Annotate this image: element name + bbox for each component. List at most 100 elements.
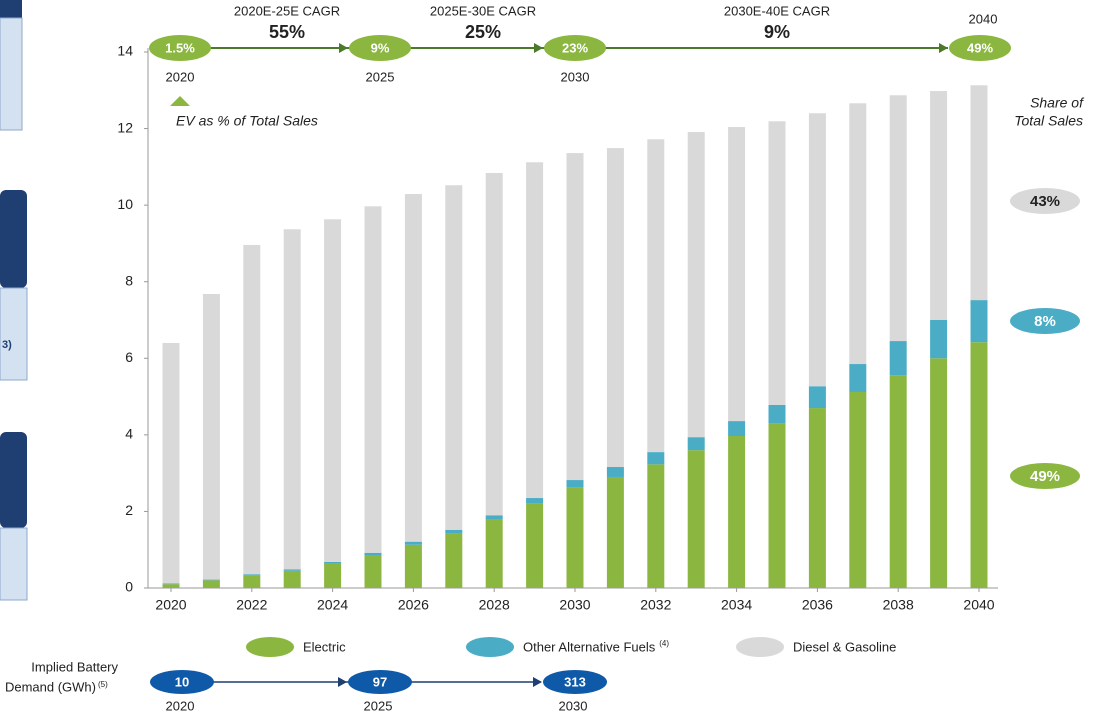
milestone-label: 1.5% — [165, 40, 195, 55]
bar-segment — [970, 85, 988, 301]
cagr-value: 25% — [465, 22, 501, 42]
battery-value: 10 — [175, 674, 189, 689]
bar-segment — [606, 148, 624, 468]
caption-marker — [170, 96, 190, 106]
x-tick-label: 2028 — [479, 597, 510, 613]
bar-segment — [566, 480, 584, 488]
bar-segment — [647, 464, 665, 588]
bar-segment — [647, 139, 665, 453]
y-tick-label: 8 — [125, 272, 133, 288]
bar-segment — [849, 391, 867, 588]
share-label: 43% — [1030, 193, 1060, 210]
share-label: 49% — [1030, 468, 1060, 485]
bar-segment — [243, 244, 261, 575]
bar-segment — [526, 162, 544, 499]
legend-label: Electric — [303, 639, 346, 654]
bar-segment — [889, 375, 907, 588]
timeline-arrow — [939, 43, 948, 53]
battery-pill — [348, 670, 412, 694]
bar-segment — [768, 423, 786, 588]
x-tick-label: 2040 — [963, 597, 994, 613]
bar-segment — [283, 570, 301, 588]
battery-arrow — [533, 677, 542, 687]
bar-segment — [404, 194, 422, 542]
timeline-arrow — [534, 43, 543, 53]
milestone-year: 2025 — [366, 69, 395, 84]
bar-segment — [243, 574, 261, 576]
bar-segment — [849, 103, 867, 365]
legend-swatch — [246, 637, 294, 657]
share-pill — [1010, 463, 1080, 489]
x-tick-label: 2026 — [398, 597, 429, 613]
battery-label: Demand (GWh) — [5, 679, 96, 694]
bar-segment — [283, 229, 301, 570]
x-tick-label: 2034 — [721, 597, 752, 613]
milestone-year: 2020 — [166, 69, 195, 84]
x-tick-label: 2022 — [236, 597, 267, 613]
side-fragment: 3) — [2, 339, 12, 351]
bar-segment — [728, 421, 746, 437]
side-panel-header — [0, 0, 22, 18]
x-tick-label: 2038 — [883, 597, 914, 613]
bar-segment — [445, 533, 463, 588]
y-tick-label: 12 — [117, 119, 133, 135]
bar-segment — [162, 342, 180, 584]
bar-segment — [445, 185, 463, 530]
cagr-value: 55% — [269, 22, 305, 42]
y-tick-label: 2 — [125, 502, 133, 518]
bar-segment — [808, 113, 826, 387]
bar-segment — [970, 300, 988, 343]
bar-segment — [202, 579, 220, 581]
bar-segment — [162, 584, 180, 588]
y-tick-label: 0 — [125, 579, 133, 595]
milestone-label: 9% — [371, 40, 390, 55]
bar-segment — [566, 153, 584, 481]
ev-caption: EV as % of Total Sales — [176, 113, 318, 129]
milestone-year: 2040 — [969, 11, 998, 26]
bar-segment — [283, 569, 301, 571]
bar-segment — [526, 498, 544, 504]
bar-segment — [889, 341, 907, 376]
bar-segment — [808, 386, 826, 409]
bar-segment — [364, 206, 382, 553]
bar-segment — [162, 583, 180, 585]
battery-year: 2030 — [559, 698, 588, 713]
battery-label: Implied Battery — [31, 659, 118, 674]
battery-year: 2020 — [166, 698, 195, 713]
side-panel — [0, 527, 28, 601]
battery-pill — [150, 670, 214, 694]
legend-note: (4) — [659, 639, 669, 648]
battery-year: 2025 — [364, 698, 393, 713]
bar-segment — [889, 95, 907, 342]
side-panel-header — [0, 432, 27, 528]
bar-segment — [808, 408, 826, 588]
cagr-value: 9% — [764, 22, 790, 42]
cagr-title: 2020E-25E CAGR — [234, 3, 340, 18]
milestone-pill — [149, 35, 211, 61]
milestone-pill — [544, 35, 606, 61]
legend-swatch — [736, 637, 784, 657]
y-tick-label: 4 — [125, 426, 133, 442]
legend-label: Diesel & Gasoline — [793, 639, 896, 654]
bar-segment — [445, 529, 463, 534]
bar-segment — [364, 555, 382, 588]
share-label: 8% — [1034, 313, 1056, 330]
milestone-label: 49% — [967, 40, 993, 55]
side-panel — [0, 17, 23, 131]
milestone-pill — [949, 35, 1011, 61]
bar-segment — [606, 476, 624, 588]
bar-segment — [202, 293, 220, 580]
bar-segment — [202, 580, 220, 588]
share-pill — [1010, 308, 1080, 334]
milestone-year: 2030 — [561, 69, 590, 84]
bar-segment — [324, 563, 342, 588]
bar-segment — [930, 358, 948, 588]
bar-segment — [647, 452, 665, 465]
bar-segment — [768, 121, 786, 405]
bar-segment — [768, 404, 786, 424]
bar-segment — [687, 437, 705, 451]
cagr-title: 2030E-40E CAGR — [724, 3, 830, 18]
bar-segment — [485, 515, 503, 520]
x-tick-label: 2032 — [640, 597, 671, 613]
